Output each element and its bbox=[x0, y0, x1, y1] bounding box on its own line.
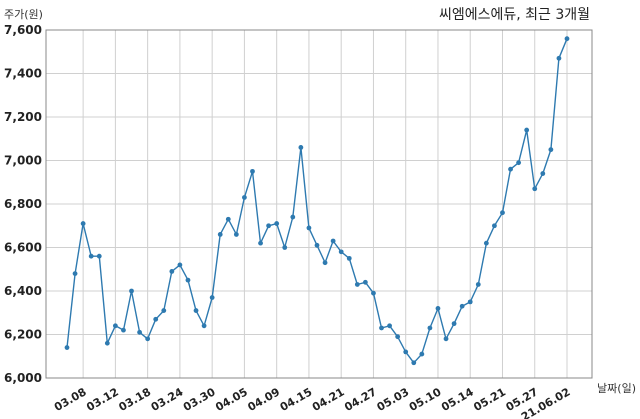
data-point bbox=[225, 216, 231, 222]
y-tick-label: 6,200 bbox=[4, 328, 42, 342]
data-point bbox=[258, 240, 263, 246]
data-point bbox=[274, 221, 280, 226]
x-tick-label: 04.27 bbox=[342, 385, 379, 414]
data-point bbox=[524, 127, 530, 133]
x-tick-label: 05.10 bbox=[407, 385, 444, 414]
data-point bbox=[121, 327, 126, 333]
data-point bbox=[193, 308, 199, 313]
data-point bbox=[64, 345, 70, 350]
data-point bbox=[282, 245, 288, 250]
data-point bbox=[88, 253, 94, 259]
y-tick-label: 6,400 bbox=[4, 284, 42, 298]
data-point bbox=[96, 253, 102, 259]
data-point bbox=[500, 210, 505, 216]
data-point bbox=[443, 336, 449, 342]
data-point bbox=[169, 269, 175, 274]
data-point bbox=[72, 271, 78, 276]
data-point bbox=[306, 225, 312, 231]
data-point bbox=[371, 290, 376, 296]
x-tick-label: 03.18 bbox=[117, 385, 154, 414]
data-point bbox=[379, 325, 384, 331]
data-point bbox=[516, 160, 522, 166]
y-tick-label: 6,000 bbox=[4, 371, 42, 385]
x-tick-labels: 03.0803.1203.1803.2403.3004.0504.0904.15… bbox=[52, 385, 573, 419]
data-point bbox=[112, 323, 118, 329]
x-tick-label: 03.24 bbox=[149, 385, 186, 414]
data-point bbox=[419, 351, 425, 357]
data-point bbox=[314, 242, 320, 248]
data-point bbox=[451, 321, 457, 327]
x-tick-label: 04.05 bbox=[213, 385, 250, 414]
data-point bbox=[201, 323, 207, 329]
data-point bbox=[209, 295, 215, 300]
data-point bbox=[298, 145, 304, 150]
data-point bbox=[290, 214, 296, 220]
plot-frame bbox=[45, 29, 593, 379]
data-point bbox=[217, 232, 223, 237]
y-tick-label: 6,800 bbox=[4, 197, 42, 211]
x-tick-label: 03.30 bbox=[181, 385, 218, 414]
x-tick-label: 05.21 bbox=[471, 385, 508, 414]
data-point bbox=[129, 288, 134, 294]
data-point bbox=[233, 232, 239, 237]
data-point bbox=[330, 238, 336, 244]
x-tick-label: 03.12 bbox=[84, 385, 121, 414]
data-point bbox=[556, 55, 562, 61]
data-point bbox=[540, 171, 546, 176]
data-point bbox=[387, 323, 392, 329]
data-point bbox=[395, 334, 401, 340]
data-point bbox=[80, 221, 86, 226]
y-tick-label: 7,200 bbox=[4, 110, 42, 124]
y-tick-label: 7,000 bbox=[4, 154, 42, 168]
grid-lines bbox=[46, 29, 592, 379]
data-point bbox=[548, 147, 554, 153]
data-point bbox=[161, 308, 167, 313]
data-point bbox=[427, 325, 433, 331]
data-point bbox=[242, 195, 247, 200]
data-point bbox=[492, 223, 497, 229]
x-tick-label: 04.09 bbox=[246, 385, 283, 414]
data-point bbox=[177, 262, 183, 268]
y-axis-title: 주가(원) bbox=[4, 8, 43, 21]
data-point bbox=[475, 282, 481, 287]
data-point bbox=[185, 277, 191, 283]
x-tick-label: 03.08 bbox=[52, 385, 89, 414]
x-tick-label: 05.14 bbox=[439, 385, 476, 414]
x-tick-label: 05.03 bbox=[375, 385, 412, 414]
data-point bbox=[403, 349, 409, 355]
series-line bbox=[66, 38, 568, 364]
data-point bbox=[362, 279, 368, 285]
data-point bbox=[346, 255, 352, 261]
data-point bbox=[153, 316, 159, 322]
axes bbox=[45, 29, 593, 379]
x-tick-label: 04.21 bbox=[310, 385, 347, 414]
data-point bbox=[467, 299, 473, 305]
data-point bbox=[145, 336, 151, 342]
data-point bbox=[338, 249, 344, 255]
x-tick-label: 04.15 bbox=[278, 385, 315, 414]
data-point bbox=[250, 168, 255, 174]
data-point bbox=[104, 340, 110, 346]
x-axis-title: 날짜(일) bbox=[597, 382, 636, 395]
data-point bbox=[322, 260, 328, 266]
data-point bbox=[483, 240, 489, 246]
data-point bbox=[354, 282, 360, 287]
data-point bbox=[564, 36, 570, 42]
data-point bbox=[435, 306, 441, 311]
chart-title: 씨엠에스에듀, 최근 3개월 bbox=[438, 7, 590, 23]
data-point bbox=[532, 186, 538, 192]
data-point bbox=[137, 329, 142, 335]
y-tick-label: 7,600 bbox=[4, 23, 42, 37]
data-point bbox=[411, 360, 417, 366]
price-series bbox=[64, 36, 570, 366]
y-tick-label: 7,400 bbox=[4, 67, 42, 81]
data-point bbox=[459, 303, 465, 309]
data-point bbox=[508, 166, 513, 172]
y-tick-labels: 6,000 6,200 6,400 6,600 6,800 7,000 7,200 7,400… bbox=[4, 23, 42, 385]
y-tick-label: 6,600 bbox=[4, 241, 42, 255]
data-point bbox=[266, 223, 272, 229]
